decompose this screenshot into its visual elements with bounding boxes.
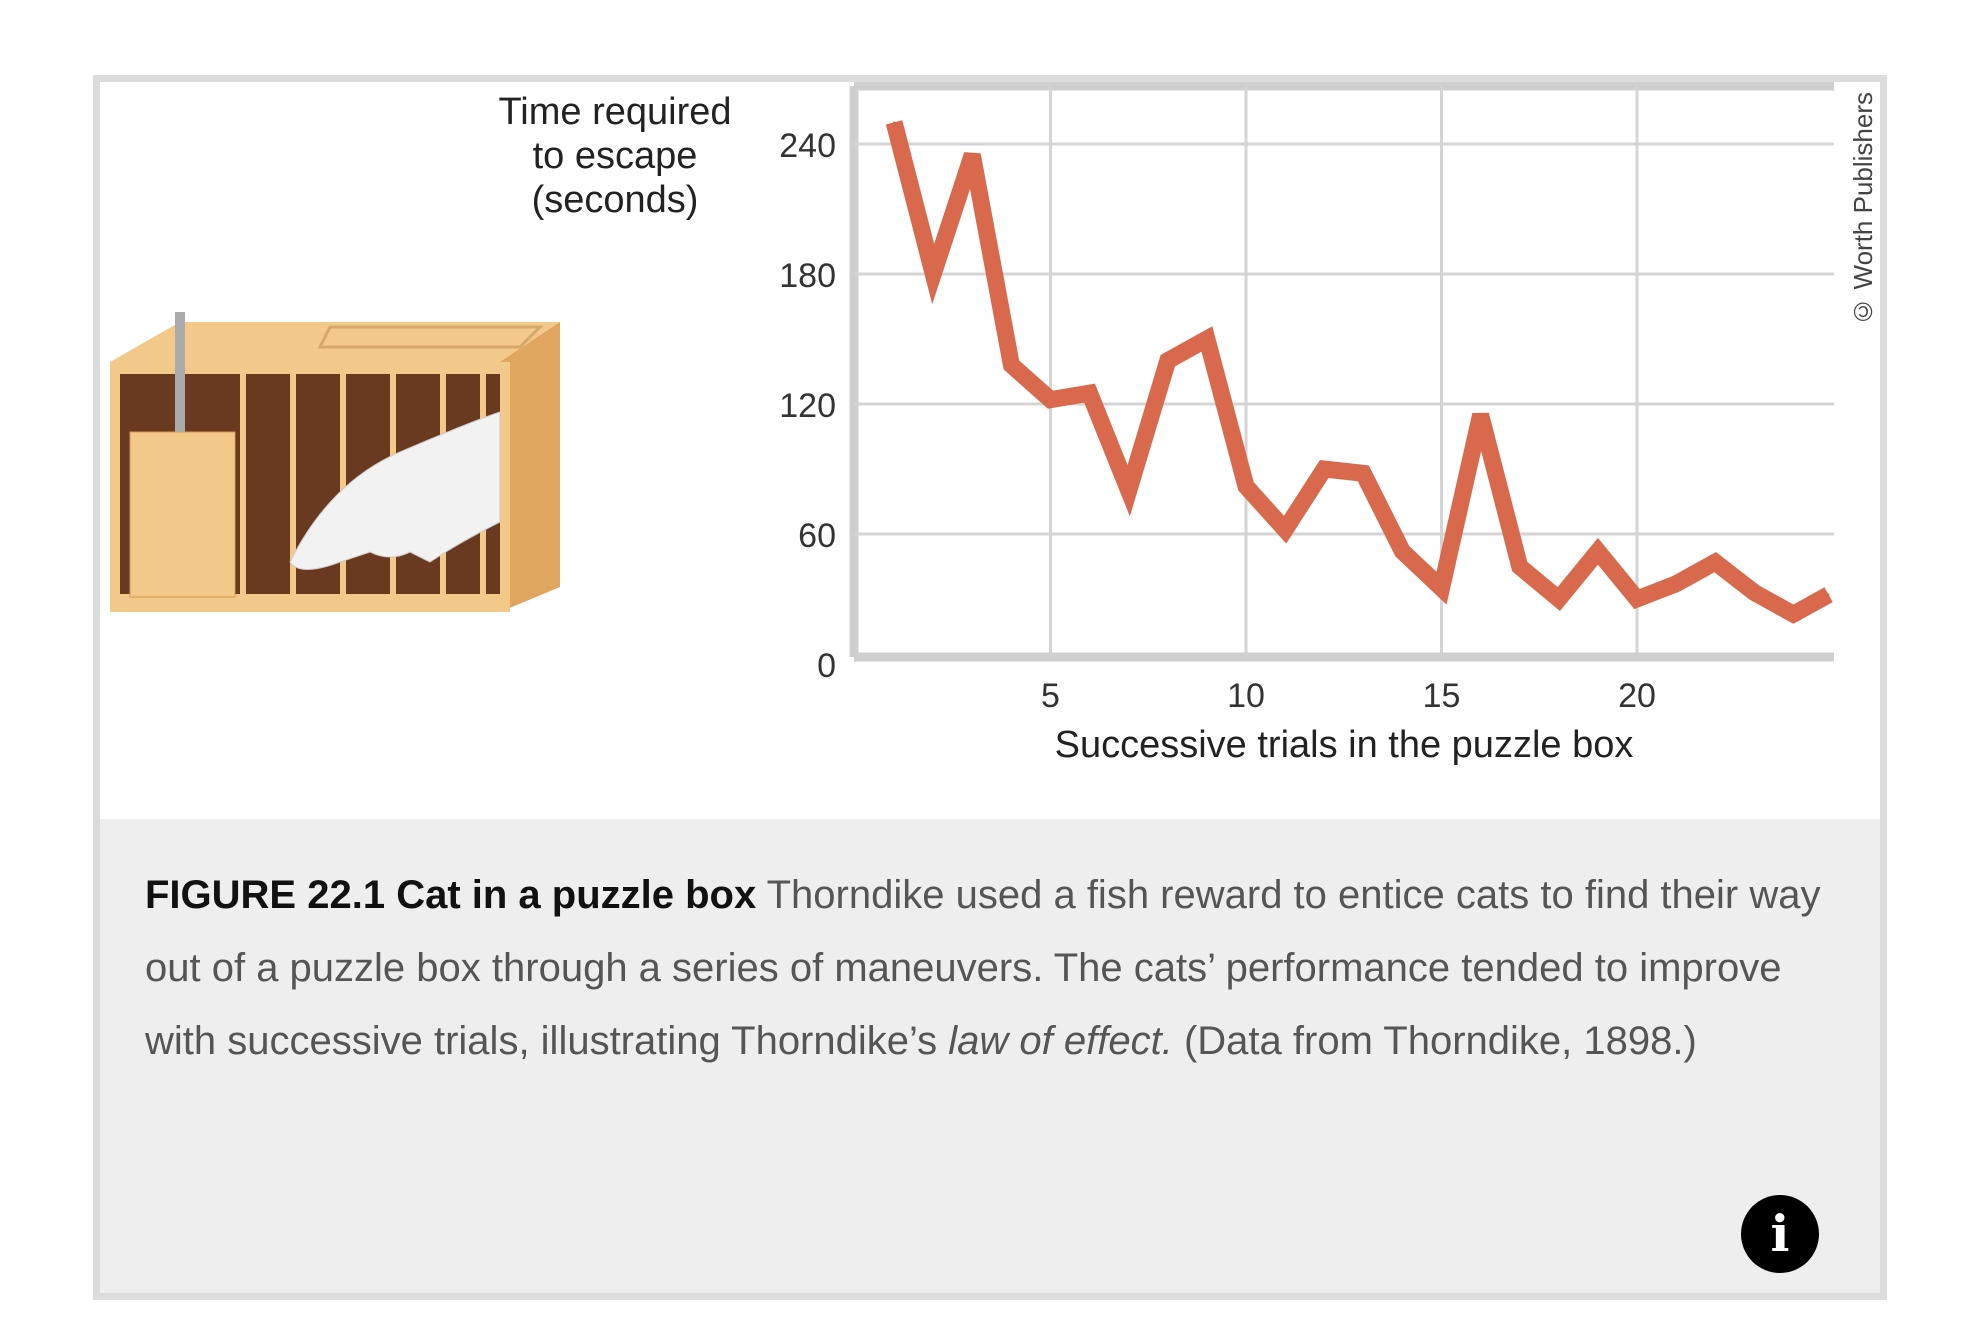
y-tick-label: 60 — [798, 517, 836, 555]
y-axis-label-line: Time required — [498, 91, 732, 133]
y-tick-label: 180 — [779, 257, 836, 295]
caption-text: Thorndike used a fish reward to entice c… — [145, 873, 1821, 1063]
data-series-line — [885, 120, 1833, 624]
copyright-credit: © Worth Publishers — [1848, 92, 1878, 327]
data-point — [1323, 468, 1326, 470]
figure-caption: FIGURE 22.1 Cat in a puzzle box Thorndik… — [145, 859, 1845, 1078]
data-point — [1827, 593, 1830, 596]
data-point — [893, 121, 896, 124]
data-point — [1284, 528, 1287, 531]
data-point — [1440, 587, 1443, 590]
x-tick-label: 5 — [1041, 677, 1060, 715]
figure-frame: Time required to escape (seconds) 0 60 120… — [93, 75, 1887, 1300]
x-tick-label: 15 — [1423, 677, 1461, 715]
line-chart: 0 60 120 180 240 5 10 15 20 Successive trials in … — [779, 82, 1834, 766]
data-point — [1127, 489, 1130, 492]
figure-area: Time required to escape (seconds) 0 60 120… — [100, 82, 1880, 819]
caption-title: FIGURE 22.1 Cat in a puzzle box — [145, 873, 757, 917]
data-point — [1010, 364, 1013, 366]
y-axis-label-line: (seconds) — [531, 179, 699, 221]
y-axis-label-line: to escape — [532, 135, 698, 177]
data-point — [1596, 550, 1599, 553]
x-axis-label: Successive trials in the puzzle box — [1055, 724, 1634, 766]
info-icon[interactable]: i — [1741, 1195, 1819, 1273]
puzzle-box-illustration — [110, 312, 560, 612]
data-point — [1205, 338, 1208, 340]
caption-italic: law of effect. — [948, 1019, 1173, 1063]
data-point — [1557, 598, 1560, 600]
data-point — [1166, 359, 1169, 362]
data-point — [1401, 550, 1404, 553]
y-tick-label: 0 — [817, 647, 836, 685]
data-point — [1088, 392, 1091, 395]
x-tick-label: 20 — [1618, 677, 1656, 715]
y-tick-label: 240 — [779, 127, 836, 165]
caption-area: FIGURE 22.1 Cat in a puzzle box Thorndik… — [100, 819, 1880, 1293]
data-point — [1753, 591, 1756, 594]
data-point — [1479, 413, 1482, 416]
data-point — [1245, 485, 1247, 488]
data-point — [1636, 598, 1638, 600]
data-point — [1792, 613, 1795, 616]
x-tick-label: 10 — [1227, 677, 1265, 715]
data-point — [1362, 472, 1365, 475]
data-point — [932, 273, 935, 275]
data-point — [971, 153, 974, 156]
data-point — [1049, 398, 1052, 401]
data-point — [1518, 565, 1521, 568]
y-tick-label: 120 — [779, 387, 836, 425]
data-point — [1675, 582, 1678, 585]
caption-text-end: (Data from Thorndike, 1898.) — [1172, 1019, 1697, 1063]
data-point — [1714, 561, 1717, 564]
y-axis-label: Time required to escape (seconds) — [485, 90, 745, 222]
